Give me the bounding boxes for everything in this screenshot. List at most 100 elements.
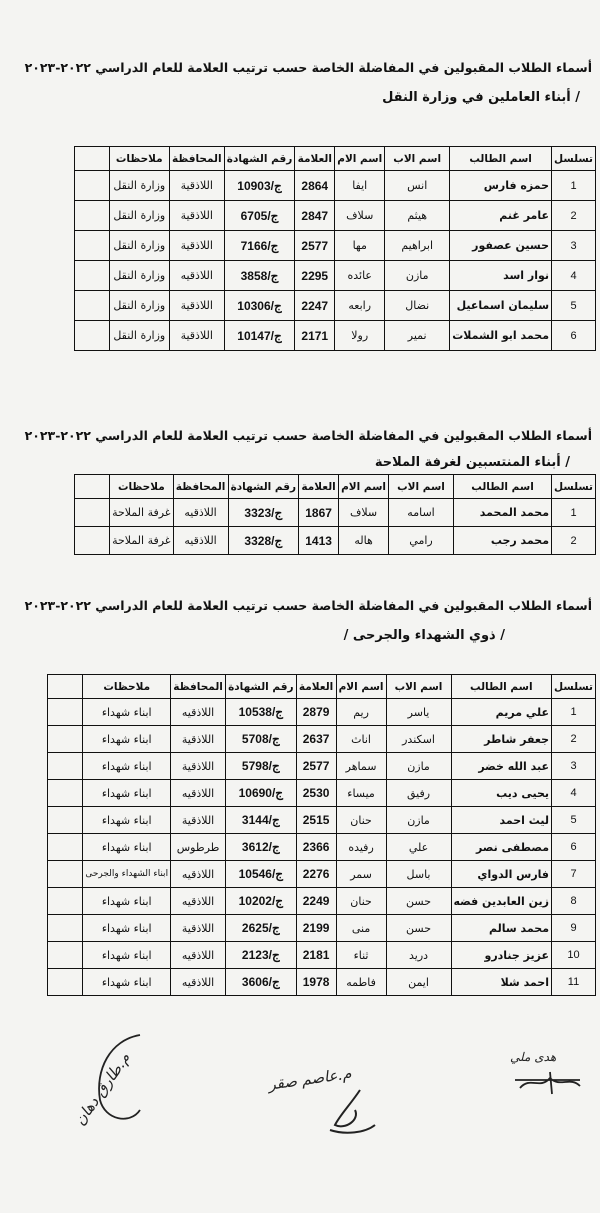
- serial-cell: 11: [551, 968, 596, 996]
- serial-cell: 9: [551, 914, 596, 942]
- student-name-cell: مصطفى نصر: [450, 833, 553, 861]
- score-cell: 2249: [295, 887, 337, 915]
- notes-cell: ابناء شهداء: [82, 887, 172, 915]
- serial-cell: 2: [551, 200, 596, 231]
- mother-name-cell: حنان: [335, 887, 387, 915]
- governorate-cell: اللاذقيه: [168, 260, 225, 291]
- father-name-cell: دريد: [385, 941, 452, 969]
- certificate-cell: ج/5708: [225, 725, 297, 753]
- score-cell: 2295: [294, 260, 336, 291]
- mother-name-cell: سماهر: [335, 752, 387, 780]
- certificate-cell: ج/7166: [223, 230, 296, 261]
- certificate-cell: ج/10306: [223, 290, 296, 321]
- certificate-cell: ج/3858: [223, 260, 296, 291]
- empty-cell: [73, 290, 110, 321]
- score-cell: 2515: [295, 806, 337, 834]
- empty-cell: [47, 914, 84, 942]
- serial-cell: 1: [551, 498, 596, 527]
- serial-cell: 6: [551, 320, 596, 351]
- mother-name-cell: ريم: [335, 698, 387, 726]
- column-header: ملاحظات: [108, 146, 170, 171]
- student-name-cell: سليمان اسماعيل: [449, 290, 553, 321]
- column-header: رقم الشهادة: [227, 474, 300, 499]
- table-header: تسلسل اسم الطالب اسم الاب اسم الام العلامة رق…: [73, 146, 596, 171]
- notes-cell: وزارة النقل: [108, 200, 170, 231]
- certificate-cell: ج/10903: [223, 170, 296, 201]
- serial-cell: 3: [551, 752, 596, 780]
- column-header: رقم الشهادة: [223, 146, 296, 171]
- score-cell: 1413: [298, 526, 340, 555]
- notes-cell: وزارة النقل: [108, 230, 170, 261]
- score-cell: 2530: [295, 779, 337, 807]
- student-name-cell: حسين عصفور: [449, 230, 553, 261]
- mother-name-cell: رولا: [334, 320, 386, 351]
- notes-cell: وزارة النقل: [108, 290, 170, 321]
- table-row: 7 فارس الدواي باسل سمر 2276 ج/10546 اللاذقيه اب…: [47, 860, 596, 888]
- table-row: 6 مصطفى نصر علي رفيده 2366 ج/3612 طرطوس ابناء ش…: [47, 833, 596, 861]
- serial-cell: 4: [551, 779, 596, 807]
- section-title: أسماء الطلاب المقبولين في المفاضلة الخاص…: [24, 598, 592, 613]
- score-cell: 2181: [295, 941, 337, 969]
- notes-cell: غرفة الملاحة: [109, 498, 174, 527]
- students-table: تسلسل اسم الطالب اسم الاب اسم الام العلامة رق…: [74, 474, 596, 555]
- table-row: 5 سليمان اسماعيل نضال رابعه 2247 ج/10306 اللاذ…: [73, 290, 596, 321]
- certificate-cell: ج/10202: [225, 887, 297, 915]
- governorate-cell: اللاذقية: [170, 725, 227, 753]
- serial-cell: 2: [551, 526, 596, 555]
- father-name-cell: نضال: [384, 290, 451, 321]
- notes-cell: ابناء شهداء: [82, 833, 172, 861]
- student-name-cell: محمد رجب: [453, 526, 553, 555]
- governorate-cell: اللاذقيه: [172, 498, 229, 527]
- governorate-cell: طرطوس: [170, 833, 227, 861]
- father-name-cell: حسن: [385, 887, 452, 915]
- notes-cell: ابناء شهداء: [82, 806, 172, 834]
- notes-cell: وزارة النقل: [108, 170, 170, 201]
- father-name-cell: حسن: [385, 914, 452, 942]
- father-name-cell: مازن: [385, 752, 452, 780]
- notes-cell: وزارة النقل: [108, 260, 170, 291]
- score-cell: 2577: [294, 230, 336, 261]
- mother-name-cell: ثناء: [335, 941, 387, 969]
- mother-name-cell: عائده: [334, 260, 386, 291]
- serial-cell: 7: [551, 860, 596, 888]
- students-table: تسلسل اسم الطالب اسم الاب اسم الام العلامة رق…: [73, 146, 596, 351]
- serial-cell: 5: [551, 290, 596, 321]
- notes-cell: ابناء شهداء: [82, 914, 172, 942]
- mother-name-cell: مها: [334, 230, 386, 261]
- certificate-cell: ج/3323: [227, 498, 300, 527]
- section-subtitle: / ذوي الشهداء والجرحى /: [343, 628, 505, 643]
- signature-right: هدى ملي: [510, 1050, 557, 1064]
- score-cell: 2199: [295, 914, 337, 942]
- mother-name-cell: سلاف: [338, 498, 390, 527]
- table-row: 1 علي مريم ياسر ريم 2879 ج/10538 اللاذقيه ابناء…: [47, 698, 596, 726]
- notes-cell: ابناء شهداء: [82, 779, 172, 807]
- student-name-cell: زين العابدين فضه: [450, 887, 553, 915]
- student-name-cell: محمد ابو الشملات: [449, 320, 553, 351]
- empty-cell: [73, 170, 110, 201]
- empty-cell: [47, 698, 84, 726]
- column-header: اسم الام: [334, 146, 386, 171]
- signature-scribble-middle: [329, 1089, 376, 1134]
- column-header: العلامة: [298, 474, 340, 499]
- father-name-cell: ياسر: [385, 698, 452, 726]
- column-header: العلامة: [294, 146, 336, 171]
- notes-cell: ابناء شهداء: [82, 968, 172, 996]
- serial-cell: 10: [551, 941, 596, 969]
- table-row: 6 محمد ابو الشملات نمير رولا 2171 ج/10147 اللا…: [73, 320, 596, 351]
- table-row: 8 زين العابدين فضه حسن حنان 2249 ج/10202 اللاذ…: [47, 887, 596, 915]
- signature-scribble-right: [515, 1071, 581, 1095]
- father-name-cell: ابراهيم: [384, 230, 451, 261]
- table-row: 2 محمد رجب رامي هاله 1413 ج/3328 اللاذقيه غرفة …: [74, 526, 596, 555]
- column-header: اسم الطالب: [449, 146, 553, 171]
- father-name-cell: هيثم: [384, 200, 451, 231]
- notes-cell: ابناء شهداء: [82, 941, 172, 969]
- father-name-cell: مازن: [385, 806, 452, 834]
- certificate-cell: ج/2123: [225, 941, 297, 969]
- mother-name-cell: رفيده: [335, 833, 387, 861]
- serial-cell: 6: [551, 833, 596, 861]
- column-header: ملاحظات: [82, 674, 172, 699]
- signature-scribble-left: [98, 1034, 141, 1120]
- governorate-cell: اللاذقية: [168, 320, 225, 351]
- mother-name-cell: ايفا: [334, 170, 386, 201]
- empty-cell: [47, 833, 84, 861]
